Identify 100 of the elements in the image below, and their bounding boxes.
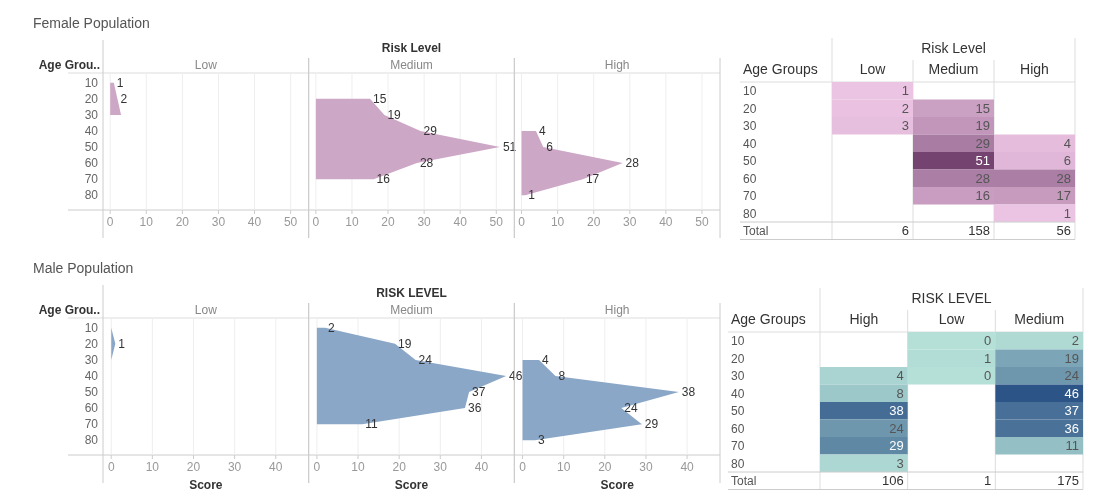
x-tick-label: 40: [680, 460, 695, 474]
data-label: 3: [901, 118, 909, 133]
x-tick-label: 20: [392, 460, 407, 474]
x-tick-label: 20: [587, 215, 601, 229]
y-tick-label: 70: [743, 189, 757, 203]
y-tick-label: 40: [731, 386, 745, 401]
y-tick-label: 30: [731, 369, 745, 383]
data-label: 2: [1071, 333, 1079, 348]
x-tick-label: 50: [489, 215, 504, 229]
data-label: 46: [509, 368, 523, 383]
y-tick-label: 10: [731, 334, 745, 348]
x-tick-label: 10: [550, 215, 565, 229]
y-tick-label: 30: [84, 107, 99, 122]
y-axis-title: Age Groups: [743, 61, 818, 77]
x-tick-label: 30: [211, 215, 226, 229]
y-tick-label: 50: [743, 154, 757, 168]
y-tick-label: 60: [743, 171, 757, 186]
y-tick-label: 70: [731, 439, 745, 453]
data-label: 1: [984, 350, 992, 366]
x-tick-label: 10: [139, 215, 154, 229]
y-tick-label: 80: [731, 456, 745, 471]
data-label: 46: [1064, 385, 1079, 401]
y-tick-label: 20: [731, 351, 745, 366]
chart-title: Female Population: [33, 15, 150, 31]
x-tick-label: Low: [938, 311, 966, 327]
x-tick-label: High: [1020, 61, 1049, 77]
x-tick-label: 0: [519, 460, 527, 474]
y-tick-label: 70: [84, 172, 99, 187]
data-label: 36: [1064, 420, 1079, 436]
y-tick-label: 40: [84, 368, 99, 383]
y-tick-label: 40: [743, 136, 757, 151]
x-tick-label: 10: [345, 215, 359, 229]
y-tick-label: 20: [84, 91, 99, 106]
x-tick-label: 40: [247, 215, 262, 229]
data-label: 1: [1063, 205, 1071, 221]
y-axis-title: Age Grou..: [38, 303, 100, 317]
x-tick-label: Medium: [1014, 311, 1065, 327]
data-label: 1: [901, 83, 909, 98]
data-label: 51: [502, 140, 517, 155]
y-tick-label: 10: [743, 84, 757, 98]
data-label: 1: [116, 75, 124, 90]
x-axis-title: Risk Level: [921, 40, 986, 56]
data-label: 1: [528, 188, 536, 203]
y-axis-title: Age Grou..: [38, 58, 100, 72]
y-tick-label: 50: [731, 404, 745, 418]
text: Total: [731, 474, 757, 488]
x-tick-label: 10: [145, 460, 160, 474]
x-tick-label: 40: [453, 215, 468, 229]
x-tick-label: 10: [557, 460, 571, 474]
chart-title: Male Population: [33, 260, 134, 276]
y-tick-label: 80: [84, 188, 99, 203]
y-tick-label: 20: [84, 336, 99, 351]
data-label: 38: [681, 385, 696, 400]
y-axis-title: Age Groups: [731, 311, 806, 327]
text: 1: [984, 473, 992, 488]
data-label: 19: [1064, 350, 1079, 366]
x-tick-label: 50: [695, 215, 709, 229]
data-label: 29: [423, 123, 438, 138]
y-tick-label: 70: [84, 417, 99, 432]
data-label: 37: [472, 385, 486, 400]
x-tick-label: 50: [283, 215, 298, 229]
data-label: 51: [975, 153, 990, 168]
data-label: 38: [889, 403, 904, 418]
y-tick-label: 80: [84, 433, 99, 448]
x-tick-label: Low: [859, 61, 887, 77]
data-label: 29: [889, 438, 904, 453]
data-label: 4: [538, 123, 546, 138]
data-label: 36: [467, 401, 482, 416]
y-tick-label: 60: [84, 156, 99, 171]
data-label: 0: [984, 368, 992, 383]
data-label: 24: [1064, 368, 1079, 383]
x-tick-label: 20: [175, 215, 190, 229]
data-label: 16: [975, 188, 990, 203]
x-tick-label: 30: [639, 460, 653, 474]
data-label: 2: [901, 100, 909, 116]
y-tick-label: 10: [84, 75, 99, 90]
legend-title: RISK LEVEL: [376, 286, 447, 300]
x-tick-label: 10: [351, 460, 366, 474]
x-tick-label: 40: [269, 460, 283, 474]
data-label: 24: [889, 420, 904, 436]
data-label: 29: [975, 135, 990, 151]
legend-title: Risk Level: [381, 41, 442, 55]
y-tick-label: 30: [84, 352, 99, 367]
x-tick-label: 0: [518, 215, 526, 229]
y-tick-label: 80: [743, 206, 757, 221]
data-label: 16: [376, 172, 391, 187]
data-label: 17: [585, 172, 600, 187]
x-axis-title: Score: [189, 478, 223, 492]
x-tick-label: 40: [659, 215, 673, 229]
data-label: 8: [896, 385, 904, 401]
y-tick-label: 60: [84, 401, 99, 416]
data-label: 28: [1056, 170, 1071, 186]
data-label: 15: [975, 100, 990, 116]
y-tick-label: 40: [84, 123, 99, 138]
data-label: 4: [1063, 135, 1071, 151]
x-tick-label: 40: [474, 460, 489, 474]
data-label: 8: [558, 368, 566, 383]
data-label: 2: [120, 91, 128, 106]
y-tick-label: 20: [743, 101, 757, 116]
x-tick-label: 30: [417, 215, 432, 229]
